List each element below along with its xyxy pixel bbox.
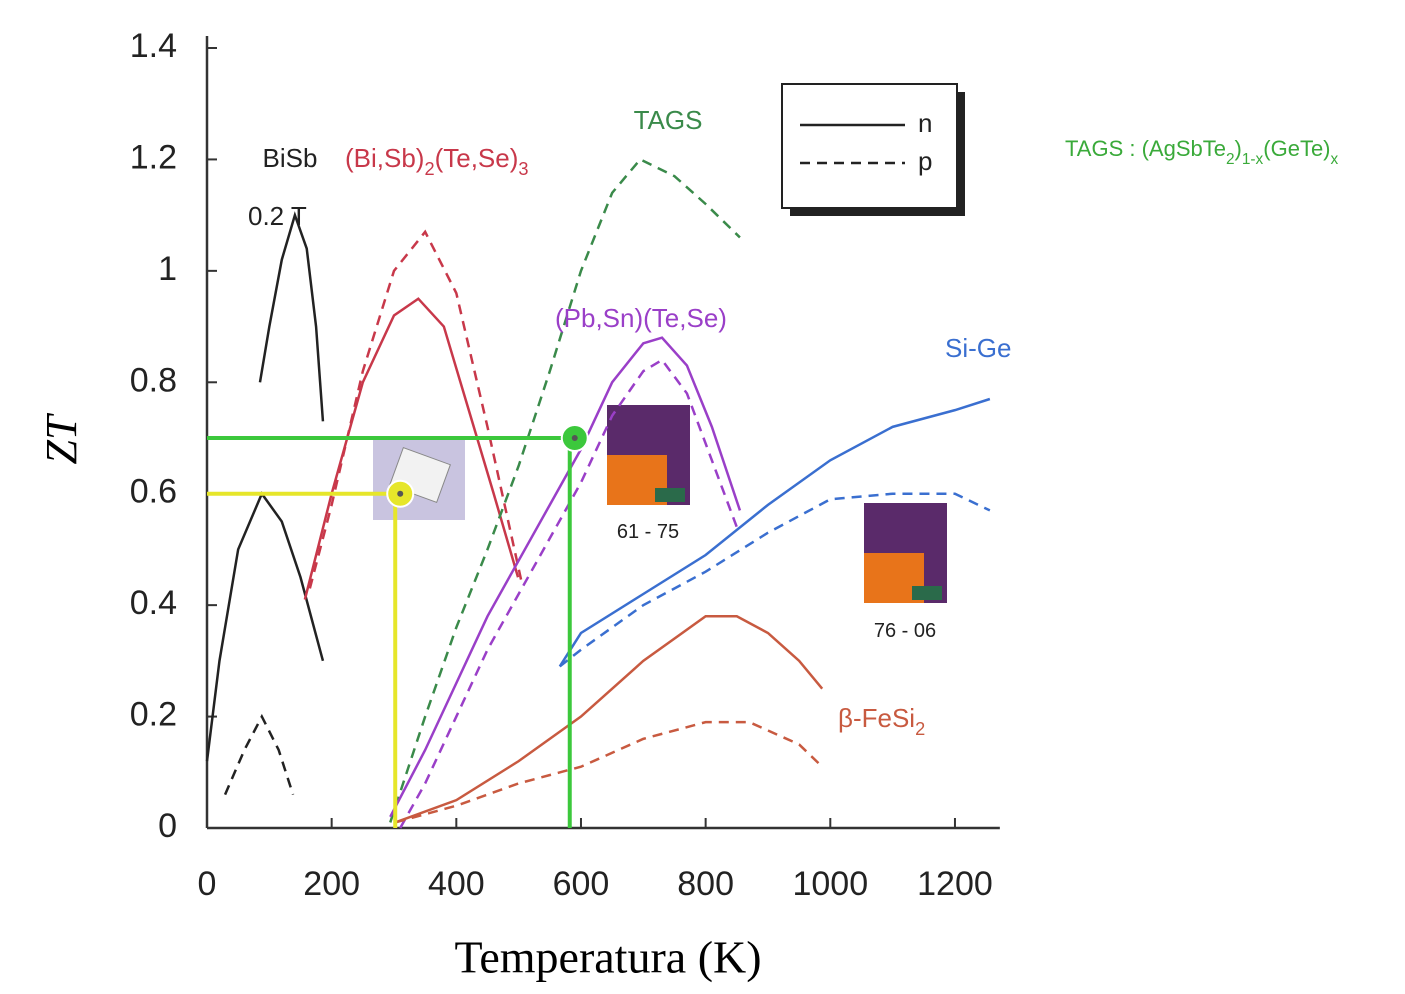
x-tick-label: 200 <box>303 865 360 903</box>
thumbnail <box>864 503 947 603</box>
highlight-dot <box>571 435 578 441</box>
legend <box>781 83 958 209</box>
annotation-text: (GeTe) <box>1263 136 1330 161</box>
annotation: 76 - 06 <box>874 620 936 642</box>
annotation-text: ) <box>1235 136 1242 161</box>
annotation-subscript: x <box>1331 151 1339 168</box>
annotation: TAGS <box>634 105 703 135</box>
annotation-text: TAGS <box>634 105 703 135</box>
legend-label: p <box>918 146 932 176</box>
annotation-text: 0.2 T <box>248 201 307 231</box>
series-line <box>394 615 824 824</box>
annotation-text: TAGS : (AgSbTe <box>1065 136 1226 161</box>
series-line <box>399 358 738 829</box>
x-tick-label: 1000 <box>792 865 868 903</box>
annotation-text: (Te,Se) <box>435 143 519 173</box>
y-tick-label: 1 <box>158 250 177 288</box>
y-axis-title: ZT <box>37 412 86 464</box>
thumbnail <box>607 405 690 505</box>
y-tick-label: 0.8 <box>130 361 177 399</box>
annotation: TAGS : (AgSbTe2)1-x(GeTe)x <box>1065 136 1339 168</box>
annotation-subscript: 2 <box>915 719 925 739</box>
y-tick-label: 0.2 <box>130 696 177 734</box>
thumbnail <box>373 440 465 520</box>
annotation-text: 61 - 75 <box>617 521 679 543</box>
annotation-subscript: 2 <box>1226 151 1235 168</box>
x-tick-label: 0 <box>198 865 217 903</box>
x-tick-label: 600 <box>553 865 610 903</box>
x-tick-label: 800 <box>677 865 734 903</box>
series-line <box>389 157 741 823</box>
y-tick-label: 0 <box>158 807 177 845</box>
annotation: (Pb,Sn)(Te,Se) <box>555 303 727 333</box>
annotation: β-FeSi2 <box>838 703 925 739</box>
annotation-text: (Bi,Sb) <box>345 143 424 173</box>
annotation-subscript: 1-x <box>1242 151 1264 168</box>
y-tick-label: 1.2 <box>130 138 177 176</box>
highlight-dot <box>397 490 404 497</box>
series-line <box>394 720 824 824</box>
annotation: Si-Ge <box>945 333 1011 363</box>
annotation-text: BiSb <box>263 143 318 173</box>
annotation-text: 76 - 06 <box>874 620 936 642</box>
series-line <box>308 229 523 589</box>
annotation: (Bi,Sb)2(Te,Se)3 <box>345 143 529 179</box>
x-tick-label: 400 <box>428 865 485 903</box>
annotation-text: Si-Ge <box>945 333 1011 363</box>
series-line <box>559 492 991 668</box>
x-axis-title: Temperatura (K) <box>454 932 761 983</box>
x-tick-label: 1200 <box>917 865 993 903</box>
annotation: 61 - 75 <box>617 521 679 543</box>
annotation-subscript: 2 <box>424 159 434 179</box>
annotation: BiSb <box>263 143 318 173</box>
annotation-subscript: 3 <box>518 159 528 179</box>
series-line <box>223 713 295 796</box>
annotation-text: (Pb,Sn)(Te,Se) <box>555 303 727 333</box>
series-line <box>558 397 991 668</box>
series-line <box>303 297 520 600</box>
y-tick-label: 1.4 <box>130 27 177 65</box>
annotation: 0.2 T <box>248 201 307 231</box>
legend-label: n <box>918 108 932 138</box>
annotation-text: β-FeSi <box>838 703 915 733</box>
y-tick-label: 0.4 <box>130 584 177 622</box>
series-line <box>258 211 325 422</box>
y-tick-label: 0.6 <box>130 473 177 511</box>
